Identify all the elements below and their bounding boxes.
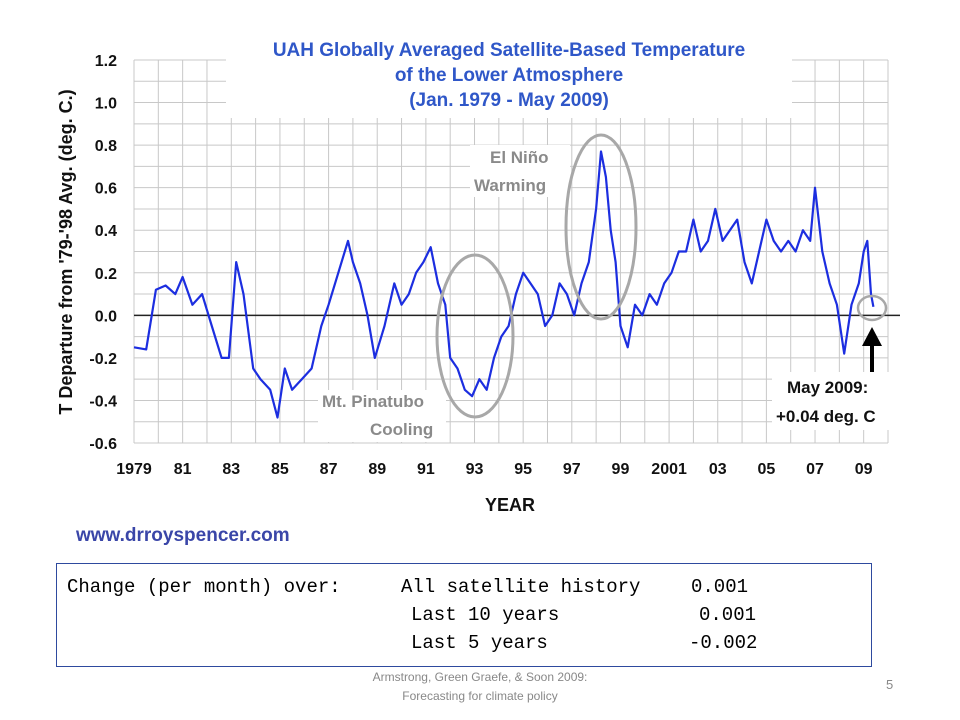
y-tick-label: 0.2 xyxy=(95,266,117,283)
el-nino-label-line-2: Warming xyxy=(474,176,546,195)
y-tick-label: 0.6 xyxy=(95,181,117,198)
y-axis-label: T Departure from '79-'98 Avg. (deg. C.) xyxy=(56,89,76,414)
y-tick-label: 0.8 xyxy=(95,138,117,155)
x-tick-label: 85 xyxy=(271,461,289,478)
chart-title-line-3: (Jan. 1979 - May 2009) xyxy=(409,90,609,111)
footer-line-1: Armstrong, Green Graefe, & Soon 2009: xyxy=(372,670,588,684)
info-row-label: Last 10 years xyxy=(411,604,560,626)
may-2009-arrow-head xyxy=(862,327,882,346)
x-tick-label: 05 xyxy=(757,461,775,478)
temperature-series xyxy=(133,150,875,419)
x-tick-label: 91 xyxy=(417,461,435,478)
pinatubo-label-line-2: Cooling xyxy=(370,420,433,439)
x-tick-labels: 1979 81 83 85 87 89 91 93 95 97 99 2001 03 05 07 09 xyxy=(116,461,872,478)
chart-title-line-1: UAH Globally Averaged Satellite-Based Te… xyxy=(273,40,745,61)
x-tick-label: 2001 xyxy=(651,461,687,478)
x-tick-label: 87 xyxy=(320,461,338,478)
y-tick-label: 0.4 xyxy=(95,223,117,240)
x-tick-label: 09 xyxy=(855,461,873,478)
info-row-label: All satellite history xyxy=(401,576,641,598)
info-row-value: -0.002 xyxy=(689,632,758,654)
trend-info-box: Change (per month) over: All satellite h… xyxy=(56,563,872,667)
x-tick-label: 03 xyxy=(709,461,727,478)
may-2009-label-line-1: May 2009: xyxy=(787,378,868,397)
el-nino-label-line-1: El Niño xyxy=(490,148,549,167)
temperature-line xyxy=(133,150,875,419)
x-tick-label: 95 xyxy=(514,461,532,478)
page-number: 5 xyxy=(886,677,894,692)
y-tick-label: -0.2 xyxy=(89,351,117,368)
may-2009-label-line-2: +0.04 deg. C xyxy=(776,407,876,426)
y-tick-label: 1.0 xyxy=(95,96,117,113)
pinatubo-circle xyxy=(435,253,515,419)
pinatubo-label-backing xyxy=(318,390,446,442)
footer-line-2: Forecasting for climate policy xyxy=(402,689,558,703)
pinatubo-label-line-1: Mt. Pinatubo xyxy=(322,392,424,411)
x-tick-label: 07 xyxy=(806,461,824,478)
y-tick-labels: 1.2 1.0 0.8 0.6 0.4 0.2 0.0 -0.2 -0.4 -0.6 xyxy=(89,53,117,453)
chart-title-line-2: of the Lower Atmosphere xyxy=(395,65,623,86)
y-tick-label: 0.0 xyxy=(95,308,117,325)
website-credit: www.drroyspencer.com xyxy=(75,525,290,546)
slide-footer: Armstrong, Green Graefe, & Soon 2009: Fo… xyxy=(340,668,620,706)
el-nino-circle xyxy=(564,133,638,321)
info-row-value: 0.001 xyxy=(691,576,749,598)
may-2009-label-backing xyxy=(772,372,900,430)
info-header: Change (per month) over: xyxy=(67,576,341,598)
x-tick-label: 81 xyxy=(174,461,192,478)
may-2009-circle xyxy=(856,294,888,322)
y-tick-label: -0.4 xyxy=(89,393,117,410)
info-row-value: 0.001 xyxy=(699,604,757,626)
x-tick-label: 89 xyxy=(368,461,386,478)
y-tick-label: -0.6 xyxy=(89,436,117,453)
x-tick-label: 97 xyxy=(563,461,581,478)
x-tick-label: 99 xyxy=(612,461,630,478)
x-tick-label: 1979 xyxy=(116,461,152,478)
x-axis-label: YEAR xyxy=(485,495,535,515)
y-tick-label: 1.2 xyxy=(95,53,117,70)
x-tick-label: 93 xyxy=(466,461,484,478)
title-backing xyxy=(226,28,792,118)
info-row-label: Last 5 years xyxy=(411,632,548,654)
el-nino-label-backing xyxy=(470,145,570,197)
x-tick-label: 83 xyxy=(222,461,240,478)
temperature-chart: UAH Globally Averaged Satellite-Based Te… xyxy=(56,28,900,546)
